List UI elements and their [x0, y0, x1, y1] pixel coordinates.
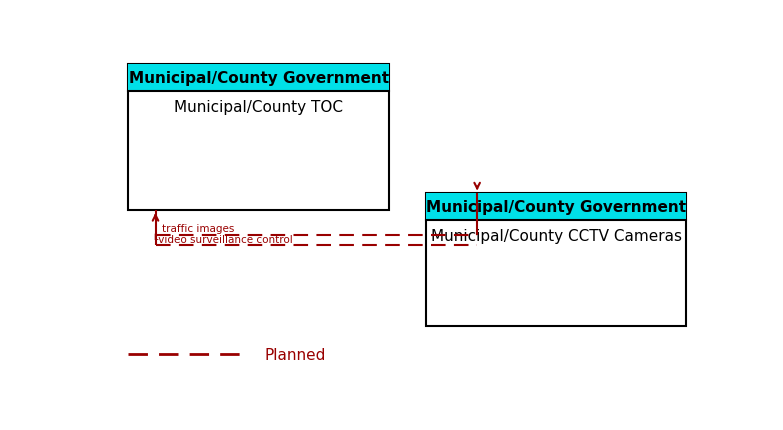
Bar	[426, 194, 687, 221]
Text: Municipal/County Government: Municipal/County Government	[128, 71, 388, 86]
Bar	[128, 65, 389, 91]
Text: Municipal/County TOC: Municipal/County TOC	[174, 100, 343, 114]
Bar	[128, 65, 389, 211]
Text: Municipal/County CCTV Cameras: Municipal/County CCTV Cameras	[431, 229, 681, 244]
Text: traffic images: traffic images	[161, 224, 234, 233]
Bar	[426, 194, 687, 326]
Text: └video surveillance control: └video surveillance control	[153, 234, 294, 244]
Text: Planned: Planned	[265, 347, 327, 362]
Text: Municipal/County Government: Municipal/County Government	[426, 200, 686, 215]
